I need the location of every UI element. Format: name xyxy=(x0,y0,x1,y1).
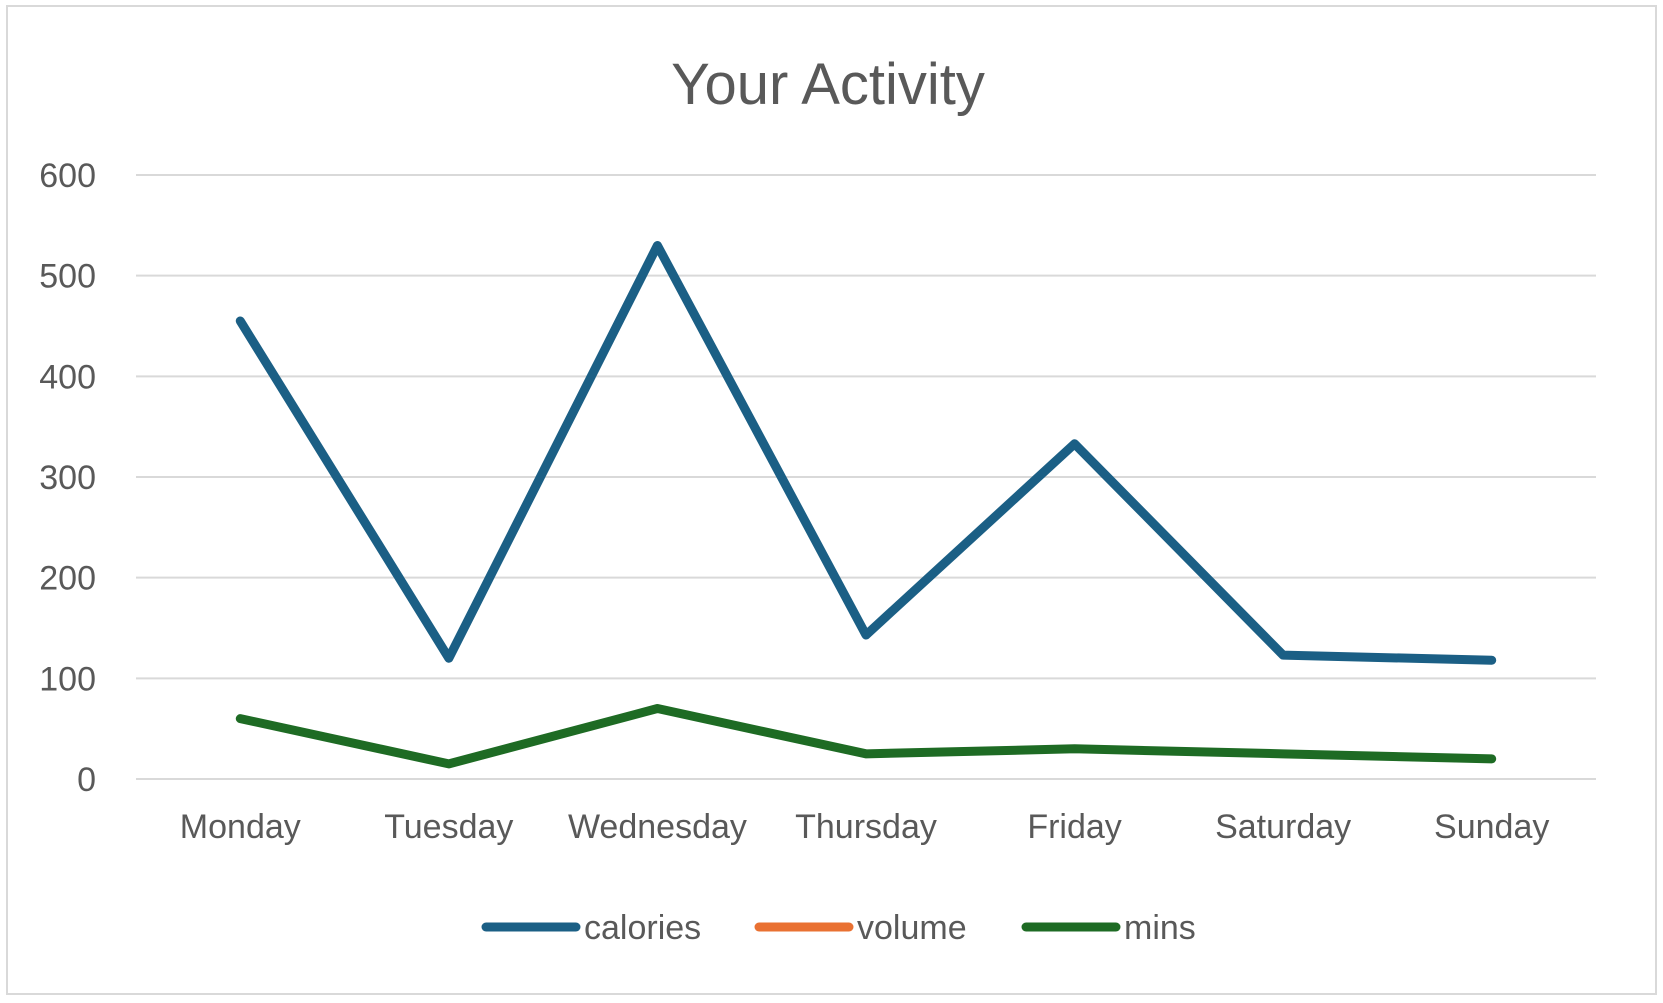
legend-label-mins: mins xyxy=(1124,909,1196,947)
y-tick-label: 0 xyxy=(77,761,96,799)
y-tick-label: 100 xyxy=(39,660,96,698)
x-tick-label: Saturday xyxy=(1215,808,1351,846)
series-line-mins xyxy=(235,704,1497,769)
y-axis-ticks: 0 100 200 300 400 500 600 xyxy=(39,157,96,799)
y-tick-label: 400 xyxy=(39,358,96,396)
chart-title: Your Activity xyxy=(671,52,985,117)
x-tick-label: Monday xyxy=(180,808,301,846)
y-tick-label: 500 xyxy=(39,258,96,296)
x-tick-label: Thursday xyxy=(795,808,937,846)
series-lines xyxy=(235,240,1497,769)
y-tick-label: 300 xyxy=(39,459,96,497)
line-chart: Your Activity 0 100 200 300 400 500 600 Monday… xyxy=(39,52,1596,947)
y-tick-label: 600 xyxy=(39,157,96,195)
legend-label-calories: calories xyxy=(584,909,701,947)
x-tick-label: Tuesday xyxy=(384,808,513,846)
y-tick-label: 200 xyxy=(39,560,96,598)
legend: calories volume mins xyxy=(481,909,1196,947)
x-tick-label: Friday xyxy=(1027,808,1121,846)
chart-area: Your Activity 0 100 200 300 400 500 600 Monday… xyxy=(6,5,1657,995)
x-tick-label: Sunday xyxy=(1434,808,1549,846)
legend-label-volume: volume xyxy=(857,909,967,947)
series-line-calories xyxy=(235,240,1497,665)
x-tick-label: Wednesday xyxy=(568,808,747,846)
gridlines xyxy=(136,174,1596,780)
x-axis-ticks: Monday Tuesday Wednesday Thursday Friday Satu… xyxy=(180,808,1550,846)
